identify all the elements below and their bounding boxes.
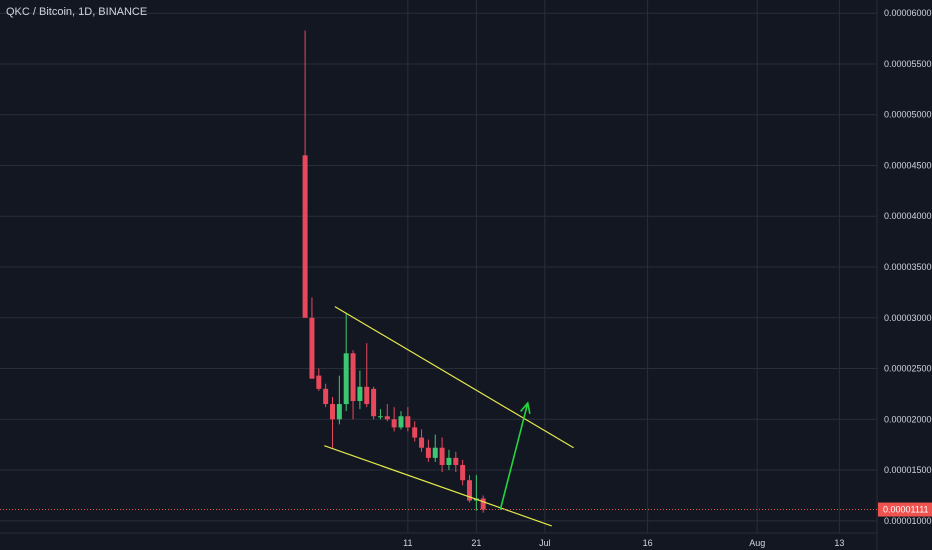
- last-price-box: [878, 502, 932, 517]
- arrow-head: [520, 401, 531, 414]
- candle-down: [480, 498, 486, 510]
- arrow-line: [499, 402, 529, 510]
- candle-up: [432, 447, 438, 458]
- drawings: [324, 306, 574, 527]
- price-tick-label: 0.00001500: [884, 465, 932, 475]
- candle-up: [398, 416, 404, 428]
- candle-up: [343, 353, 349, 405]
- price-tick-label: 0.00002000: [884, 414, 932, 424]
- channel-upper-line: [334, 306, 574, 449]
- price-tick-label: 0.00002500: [884, 364, 932, 374]
- candle-up: [377, 416, 383, 418]
- candle-down: [460, 464, 466, 481]
- candle-down: [364, 386, 370, 405]
- candle-down: [391, 419, 397, 428]
- candle-down: [323, 388, 329, 405]
- candle-down: [330, 404, 335, 420]
- candle-down: [419, 437, 425, 448]
- chart-title: QKC / Bitcoin, 1D, BINANCE: [6, 6, 148, 18]
- candle-up: [336, 404, 342, 420]
- price-tick-label: 0.00005000: [884, 110, 932, 120]
- price-tick-label: 0.00003000: [884, 313, 932, 323]
- price-tick-label: 0.00004000: [884, 211, 932, 221]
- candle-up: [446, 457, 452, 465]
- candle-down: [467, 480, 472, 501]
- price-tick-label: 0.00003500: [884, 262, 932, 272]
- time-tick-label: 13: [834, 538, 844, 548]
- candle-down: [316, 375, 322, 389]
- price-tick-label: 0.00006000: [884, 8, 932, 18]
- candles: [302, 30, 486, 513]
- candle-down: [439, 447, 445, 465]
- candle-down: [425, 447, 431, 458]
- grid: [0, 0, 877, 533]
- time-axis[interactable]: 1121Jul16Aug13Sep11: [403, 538, 932, 548]
- price-axis[interactable]: 0.00001000 0.00001500 0.00002000 0.00002500…: [884, 8, 932, 526]
- last-price-label: 0.00001111: [883, 505, 929, 515]
- time-tick-label: 21: [471, 538, 481, 548]
- candle-down: [302, 155, 308, 318]
- candle-up: [357, 386, 363, 402]
- channel-lower-line: [324, 445, 552, 527]
- candle-down: [384, 416, 390, 420]
- price-tick-label: 0.00005500: [884, 59, 932, 69]
- price-tick-label: 0.00004500: [884, 160, 932, 170]
- candle-down: [309, 317, 315, 379]
- time-tick-label: Aug: [749, 538, 765, 548]
- price-tick-label: 0.00001000: [884, 516, 932, 526]
- time-tick-label: Jul: [539, 538, 551, 548]
- candle-down: [412, 427, 418, 438]
- time-tick-label: 16: [643, 538, 653, 548]
- time-tick-label: 11: [403, 538, 412, 548]
- candle-down: [405, 416, 411, 428]
- candle-down: [453, 457, 459, 465]
- last-price-marker: 0.00001111: [0, 502, 932, 517]
- candle-down: [350, 353, 356, 402]
- candle-down: [371, 388, 377, 417]
